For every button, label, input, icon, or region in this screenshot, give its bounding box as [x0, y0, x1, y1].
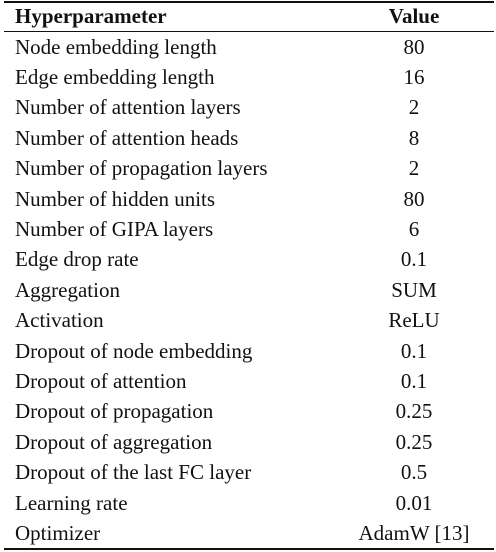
parameter-name: Edge embedding length [15, 64, 215, 89]
parameter-value: SUM [391, 277, 437, 302]
parameter-name: Dropout of aggregation [15, 429, 213, 454]
parameter-value: 2 [408, 156, 420, 181]
parameter-value: 0.25 [395, 399, 433, 424]
parameter-name: Number of propagation layers [15, 156, 268, 181]
parameter-value: 0.01 [395, 490, 433, 515]
parameter-name: Dropout of attention [15, 368, 187, 393]
parameter-name: Number of hidden units [15, 186, 216, 211]
parameter-name: Learning rate [15, 490, 128, 515]
bottom-rule [4, 548, 494, 550]
parameter-value: ReLU [388, 308, 440, 333]
top-rule [4, 1, 494, 3]
parameter-name: Number of GIPA layers [15, 216, 214, 241]
parameter-name: Edge drop rate [15, 247, 139, 272]
parameter-name: Number of attention layers [15, 95, 241, 120]
parameter-name: Dropout of the last FC layer [15, 460, 252, 485]
parameter-value: 0.1 [400, 247, 428, 272]
parameter-value: 0.1 [400, 338, 428, 363]
parameter-value: 2 [408, 95, 420, 120]
parameter-value: 0.5 [400, 460, 428, 485]
header-cell: Value [388, 4, 440, 28]
header-rule [4, 31, 494, 32]
parameter-value: 16 [403, 64, 425, 89]
parameter-name: Dropout of node embedding [15, 338, 253, 363]
parameter-name: Number of attention heads [15, 125, 239, 150]
parameter-name: Node embedding length [15, 34, 217, 59]
parameter-value: 80 [403, 186, 425, 211]
parameter-value: AdamW [13] [358, 520, 470, 545]
parameter-value: 6 [408, 216, 420, 241]
parameter-value: 8 [408, 125, 420, 150]
parameter-name: Activation [15, 308, 104, 333]
parameter-value: 80 [403, 34, 425, 59]
parameter-name: Aggregation [15, 277, 120, 302]
parameter-value: 0.25 [395, 429, 433, 454]
parameter-name: Optimizer [15, 520, 101, 545]
parameter-name: Dropout of propagation [15, 399, 214, 424]
header-cell: Hyperparameter [15, 4, 167, 28]
parameter-value: 0.1 [400, 368, 428, 393]
